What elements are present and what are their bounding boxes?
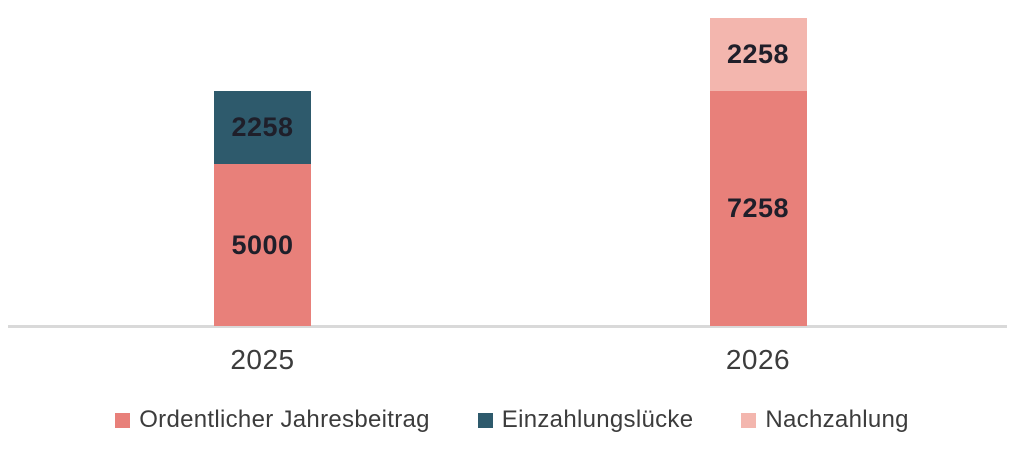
- bar-value-label: 2258: [231, 111, 294, 142]
- bar-value-label: 5000: [231, 229, 294, 260]
- bar-segment: 2258: [214, 90, 311, 164]
- legend-label: Einzahlungslücke: [501, 406, 694, 433]
- legend-item: Einzahlungslücke: [477, 406, 694, 434]
- legend-label: Ordentlicher Jahresbeitrag: [139, 406, 430, 433]
- legend: Ordentlicher Jahresbeitrag Einzahlungslüc…: [0, 406, 1024, 434]
- legend-swatch: [477, 412, 493, 428]
- bar-value-label: 2258: [726, 38, 790, 69]
- bar-segment: 5000: [214, 164, 311, 326]
- legend-item: Ordentlicher Jahresbeitrag: [115, 406, 430, 434]
- bar-value-label: 7258: [726, 192, 790, 223]
- legend-swatch: [741, 412, 757, 428]
- legend-label: Nachzahlung: [765, 406, 909, 433]
- x-axis-tick-label: 2026: [725, 344, 791, 375]
- x-axis-line: [8, 325, 1007, 328]
- legend-swatch: [115, 412, 131, 428]
- x-axis-tick-label: 2025: [230, 344, 295, 375]
- legend-item: Nachzahlung: [741, 406, 908, 434]
- bar-segment: 7258: [709, 90, 807, 326]
- bar-segment: 2258: [709, 17, 807, 91]
